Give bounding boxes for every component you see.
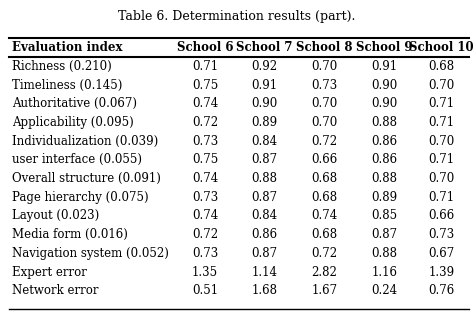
Text: 0.85: 0.85: [371, 210, 397, 222]
Text: 0.72: 0.72: [311, 135, 337, 148]
Text: Authoritative (0.067): Authoritative (0.067): [12, 97, 137, 110]
Text: 0.88: 0.88: [371, 116, 397, 129]
Text: 0.88: 0.88: [371, 247, 397, 260]
Text: 0.70: 0.70: [311, 116, 337, 129]
Text: Individualization (0.039): Individualization (0.039): [12, 135, 158, 148]
Text: 0.75: 0.75: [192, 153, 218, 166]
Text: School 8: School 8: [296, 41, 353, 54]
Text: Media form (0.016): Media form (0.016): [12, 228, 128, 241]
Text: 0.75: 0.75: [192, 78, 218, 92]
Text: 0.87: 0.87: [371, 228, 397, 241]
Text: School 9: School 9: [356, 41, 412, 54]
Text: 2.82: 2.82: [311, 265, 337, 278]
Text: 0.67: 0.67: [428, 247, 455, 260]
Text: 1.67: 1.67: [311, 284, 337, 297]
Text: 0.71: 0.71: [428, 116, 455, 129]
Text: 0.68: 0.68: [428, 60, 455, 73]
Text: Layout (0.023): Layout (0.023): [12, 210, 99, 222]
Text: 0.70: 0.70: [428, 135, 455, 148]
Text: 0.68: 0.68: [311, 172, 337, 185]
Text: 0.74: 0.74: [311, 210, 337, 222]
Text: School 6: School 6: [177, 41, 233, 54]
Text: 0.72: 0.72: [192, 228, 218, 241]
Text: 0.86: 0.86: [252, 228, 278, 241]
Text: 0.89: 0.89: [252, 116, 278, 129]
Text: Network error: Network error: [12, 284, 98, 297]
Text: 0.68: 0.68: [311, 228, 337, 241]
Text: 0.71: 0.71: [428, 153, 455, 166]
Text: 0.72: 0.72: [311, 247, 337, 260]
Text: user interface (0.055): user interface (0.055): [12, 153, 142, 166]
Text: 0.72: 0.72: [192, 116, 218, 129]
Text: 0.73: 0.73: [192, 191, 218, 204]
Text: 0.74: 0.74: [192, 172, 218, 185]
Text: 0.86: 0.86: [371, 153, 397, 166]
Text: 0.92: 0.92: [252, 60, 278, 73]
Text: Navigation system (0.052): Navigation system (0.052): [12, 247, 169, 260]
Text: 0.90: 0.90: [371, 78, 397, 92]
Text: School 10: School 10: [410, 41, 474, 54]
Text: 0.73: 0.73: [192, 247, 218, 260]
Text: Page hierarchy (0.075): Page hierarchy (0.075): [12, 191, 148, 204]
Text: 0.87: 0.87: [252, 191, 278, 204]
Text: 0.84: 0.84: [252, 210, 278, 222]
Text: 1.39: 1.39: [428, 265, 455, 278]
Text: School 7: School 7: [237, 41, 293, 54]
Text: 0.71: 0.71: [428, 191, 455, 204]
Text: 1.68: 1.68: [252, 284, 278, 297]
Text: 0.84: 0.84: [252, 135, 278, 148]
Text: 0.91: 0.91: [252, 78, 278, 92]
Text: 1.14: 1.14: [252, 265, 278, 278]
Text: 0.74: 0.74: [192, 97, 218, 110]
Text: 1.35: 1.35: [192, 265, 218, 278]
Text: 0.71: 0.71: [428, 97, 455, 110]
Text: 0.71: 0.71: [192, 60, 218, 73]
Text: 0.87: 0.87: [252, 153, 278, 166]
Text: 0.89: 0.89: [371, 191, 397, 204]
Text: 0.70: 0.70: [428, 78, 455, 92]
Text: 0.73: 0.73: [192, 135, 218, 148]
Text: 0.70: 0.70: [311, 97, 337, 110]
Text: 0.24: 0.24: [371, 284, 397, 297]
Text: Timeliness (0.145): Timeliness (0.145): [12, 78, 122, 92]
Text: Richness (0.210): Richness (0.210): [12, 60, 111, 73]
Text: Overall structure (0.091): Overall structure (0.091): [12, 172, 161, 185]
Text: Applicability (0.095): Applicability (0.095): [12, 116, 134, 129]
Text: 0.90: 0.90: [371, 97, 397, 110]
Text: Evaluation index: Evaluation index: [12, 41, 122, 54]
Text: 0.70: 0.70: [311, 60, 337, 73]
Text: 1.16: 1.16: [371, 265, 397, 278]
Text: 0.66: 0.66: [428, 210, 455, 222]
Text: 0.76: 0.76: [428, 284, 455, 297]
Text: 0.66: 0.66: [311, 153, 337, 166]
Text: 0.91: 0.91: [371, 60, 397, 73]
Text: 0.51: 0.51: [192, 284, 218, 297]
Text: 0.68: 0.68: [311, 191, 337, 204]
Text: Table 6. Determination results (part).: Table 6. Determination results (part).: [118, 10, 356, 23]
Text: 0.74: 0.74: [192, 210, 218, 222]
Text: 0.90: 0.90: [252, 97, 278, 110]
Text: 0.88: 0.88: [252, 172, 278, 185]
Text: 0.86: 0.86: [371, 135, 397, 148]
Text: Expert error: Expert error: [12, 265, 87, 278]
Text: 0.73: 0.73: [311, 78, 337, 92]
Text: 0.87: 0.87: [252, 247, 278, 260]
Text: 0.70: 0.70: [428, 172, 455, 185]
Text: 0.88: 0.88: [371, 172, 397, 185]
Text: 0.73: 0.73: [428, 228, 455, 241]
